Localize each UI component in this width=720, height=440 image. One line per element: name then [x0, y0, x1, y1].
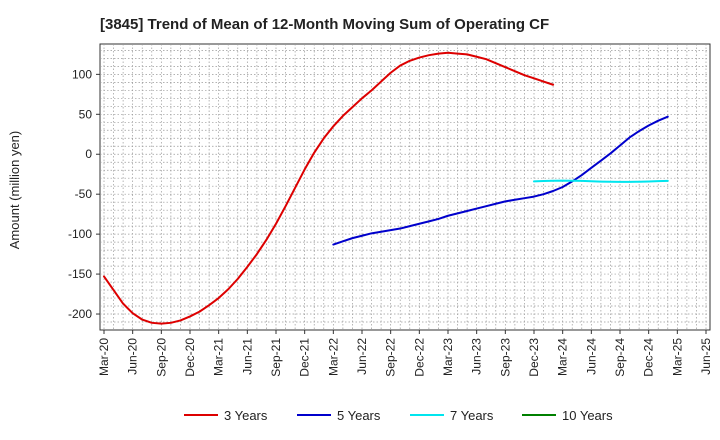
- legend-label-10-years: 10 Years: [562, 408, 613, 423]
- y-tick-label: -50: [75, 187, 93, 201]
- x-tick-label: Jun-24: [584, 338, 598, 375]
- x-tick-label: Mar-23: [441, 338, 455, 376]
- series-line-3-years: [103, 51, 555, 325]
- grid-layer: [100, 44, 710, 330]
- x-tick-label: Sep-24: [613, 338, 627, 377]
- series-line-7-years: [533, 179, 669, 183]
- x-tick-label: Jun-23: [470, 338, 484, 375]
- x-tick-label: Mar-25: [670, 338, 684, 376]
- y-axis-label: Amount (million yen): [7, 131, 22, 250]
- series-layer: [103, 51, 669, 325]
- x-tick-label: Jun-25: [699, 338, 713, 375]
- y-tick-label: -100: [68, 227, 92, 241]
- legend: 3 Years 5 Years 7 Years 10 Years: [184, 408, 613, 423]
- y-tick-label: 50: [79, 107, 93, 121]
- x-tick-label: Sep-20: [154, 338, 168, 377]
- x-tick-label: Jun-22: [355, 338, 369, 375]
- x-tick-label: Dec-24: [642, 338, 656, 377]
- chart-title: [3845] Trend of Mean of 12-Month Moving …: [100, 16, 549, 33]
- y-tick-label: 100: [72, 67, 92, 81]
- plot-area: [99, 43, 711, 331]
- x-axis: Mar-20 Jun-20 Sep-20 Dec-20 Mar-21 Jun-21 Sep-…: [97, 330, 713, 377]
- x-tick-label: Mar-24: [556, 338, 570, 376]
- y-axis: 100 50 0 -50 -100 -150 -200: [68, 67, 100, 321]
- x-tick-label: Jun-21: [240, 338, 254, 375]
- x-tick-label: Jun-20: [126, 338, 140, 375]
- x-tick-label: Dec-21: [298, 338, 312, 377]
- y-tick-label: -150: [68, 267, 92, 281]
- x-tick-label: Sep-21: [269, 338, 283, 377]
- x-tick-label: Dec-20: [183, 338, 197, 377]
- legend-label-5-years: 5 Years: [337, 408, 381, 423]
- x-tick-label: Dec-23: [527, 338, 541, 377]
- y-tick-label: 0: [85, 147, 92, 161]
- x-tick-label: Mar-21: [212, 338, 226, 376]
- legend-label-7-years: 7 Years: [450, 408, 494, 423]
- y-tick-label: -200: [68, 307, 92, 321]
- x-tick-label: Mar-22: [326, 338, 340, 376]
- x-tick-label: Dec-22: [412, 338, 426, 377]
- legend-label-3-years: 3 Years: [224, 408, 268, 423]
- x-tick-label: Sep-22: [384, 338, 398, 377]
- x-tick-label: Mar-20: [97, 338, 111, 376]
- series-line-5-years: [332, 115, 669, 246]
- x-tick-label: Sep-23: [498, 338, 512, 377]
